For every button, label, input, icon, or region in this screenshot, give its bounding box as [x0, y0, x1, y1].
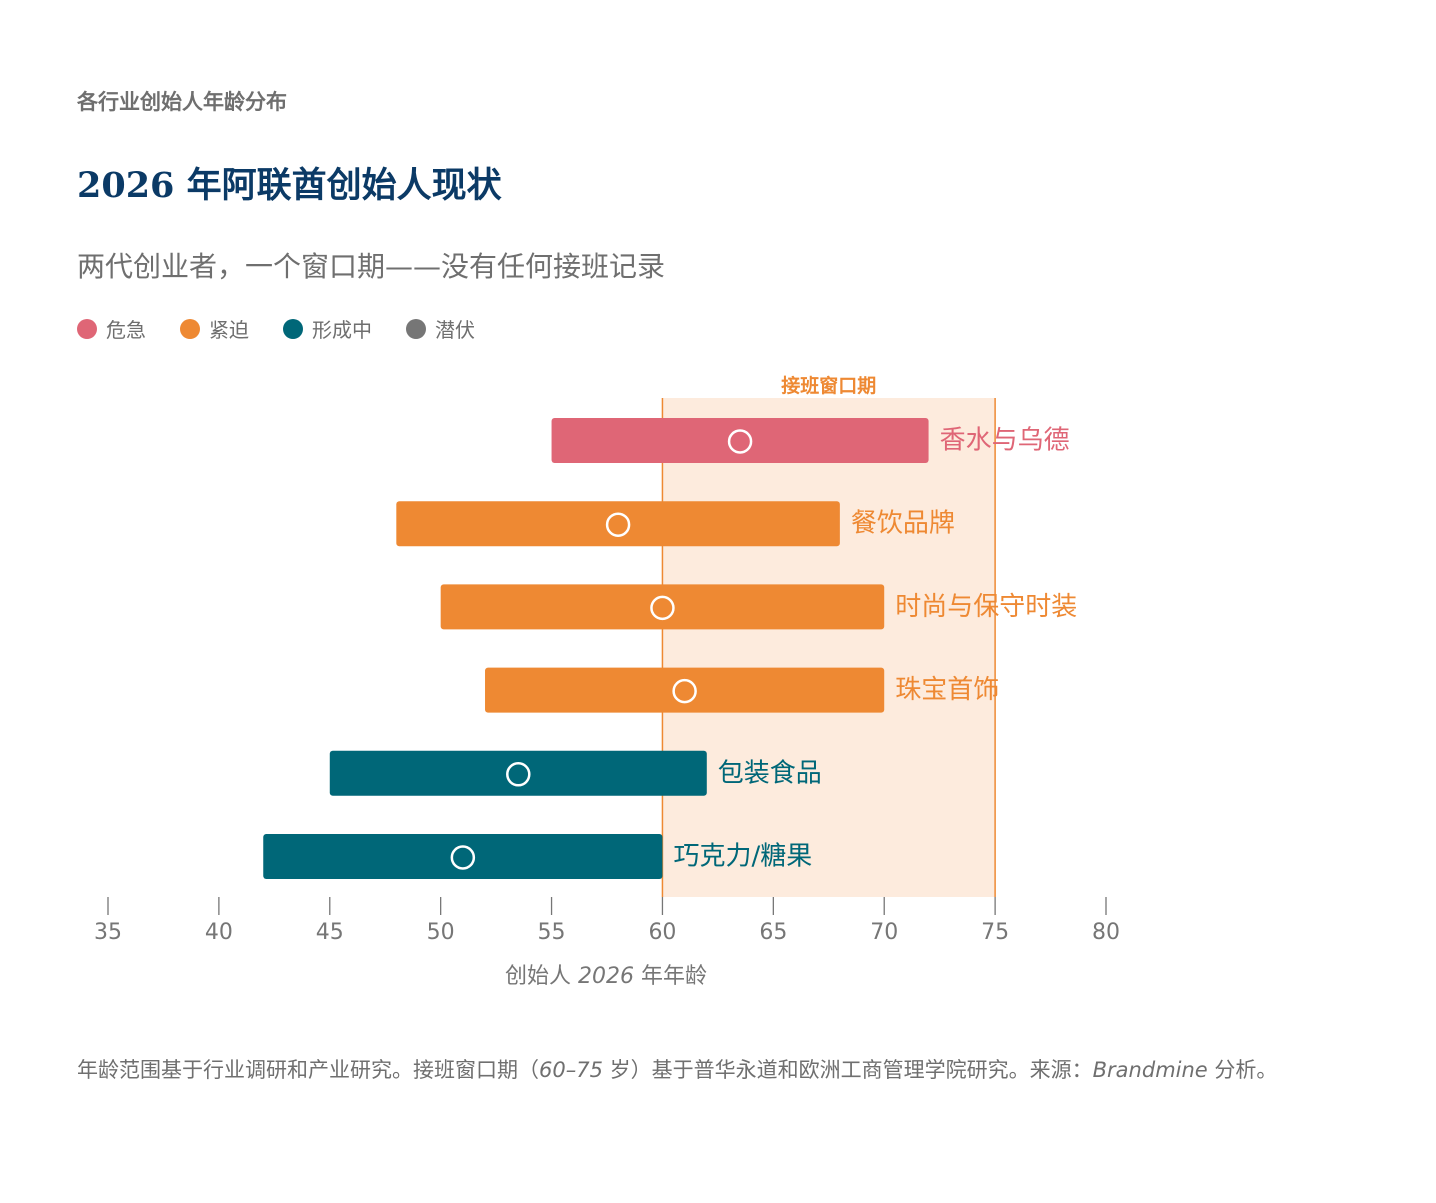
legend-label-critical: 危急: [106, 318, 146, 342]
footnote-text-1: 年龄范围基于行业调研和产业研究。接班窗口期（: [77, 1058, 539, 1082]
range-bar: [485, 667, 885, 713]
legend-swatch-forming: [283, 318, 303, 339]
range-bar: [396, 501, 840, 547]
chart-title: 2026 年阿联酋创始人现状: [77, 165, 502, 206]
footnote-text-2: 岁）基于普华永道和欧洲工商管理学院研究。来源：: [602, 1058, 1093, 1082]
range-bar: [329, 750, 707, 796]
footnote-text-3: 分析。: [1207, 1058, 1278, 1082]
legend: 危急 紧迫 形成中 潜伏: [77, 314, 509, 343]
x-tick-label: 65: [759, 920, 787, 945]
category-label: 珠宝首饰: [895, 675, 999, 705]
legend-swatch-urgent: [180, 318, 200, 339]
legend-swatch-critical: [77, 318, 97, 339]
legend-item-critical: 危急: [77, 314, 146, 343]
range-marker: [727, 429, 753, 454]
chart-eyebrow: 各行业创始人年龄分布: [77, 90, 287, 114]
x-tick-label: 50: [427, 920, 455, 945]
footnote-source: Brandmine: [1092, 1058, 1208, 1082]
category-label: 餐饮品牌: [851, 509, 955, 539]
x-tick-label: 55: [538, 920, 566, 945]
range-marker: [605, 512, 631, 537]
x-tick-label: 40: [205, 920, 233, 945]
x-tick-label: 45: [316, 920, 344, 945]
legend-label-urgent: 紧迫: [209, 318, 249, 342]
category-label: 香水与乌德: [940, 426, 1070, 456]
chart-subtitle: 两代创业者，一个窗口期——没有任何接班记录: [77, 250, 666, 283]
x-tick-label: 35: [94, 920, 122, 945]
legend-item-urgent: 紧迫: [180, 314, 249, 343]
x-tick-label: 70: [870, 920, 898, 945]
legend-swatch-latent: [406, 318, 426, 339]
footnote-range: 60–75: [539, 1058, 603, 1082]
range-marker: [450, 845, 476, 870]
legend-item-latent: 潜伏: [406, 314, 475, 343]
range-bar: [263, 834, 663, 879]
range-bar: [440, 584, 885, 630]
succession-window-label: 接班窗口期: [781, 374, 876, 397]
x-tick-label: 60: [648, 920, 676, 945]
category-label: 巧克力/糖果: [673, 842, 812, 872]
x-tick-label: 80: [1092, 920, 1120, 945]
range-marker: [650, 595, 675, 621]
succession-window-band: [662, 398, 996, 897]
category-label: 包装食品: [718, 758, 822, 788]
range-marker: [672, 678, 697, 704]
x-axis-label: 创始人 2026 年年龄: [505, 964, 707, 989]
legend-label-forming: 形成中: [312, 318, 372, 342]
legend-item-forming: 形成中: [283, 314, 372, 343]
range-marker: [506, 762, 531, 787]
range-bar: [551, 418, 929, 463]
x-tick-label: 75: [981, 920, 1009, 945]
legend-label-latent: 潜伏: [435, 318, 475, 342]
category-label: 时尚与保守时装: [895, 592, 1077, 622]
footnote: 年龄范围基于行业调研和产业研究。接班窗口期（60–75 岁）基于普华永道和欧洲工…: [77, 1054, 1367, 1087]
